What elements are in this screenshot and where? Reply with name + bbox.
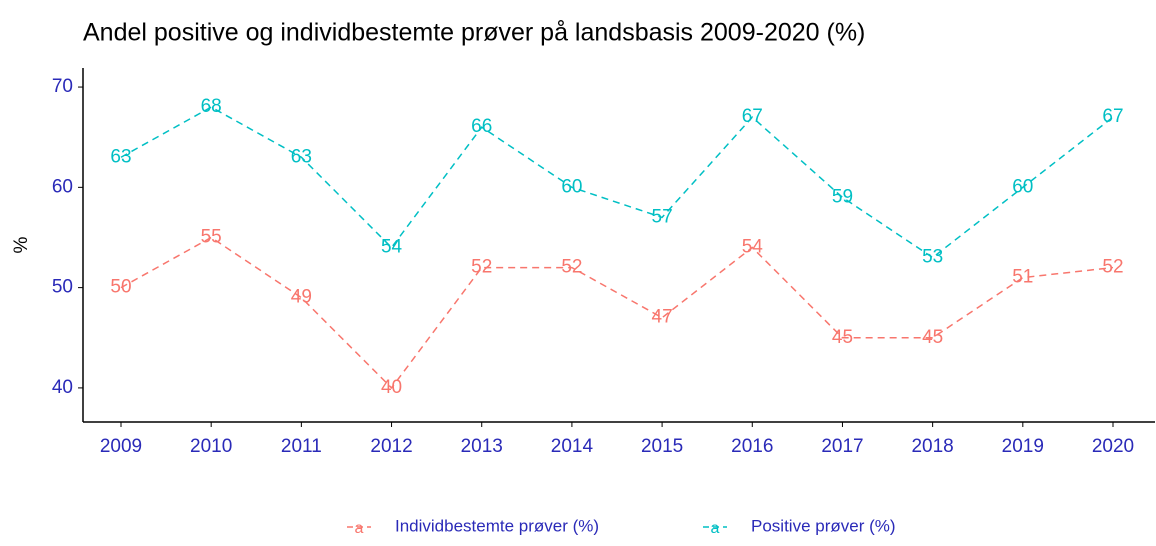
data-label: 54 — [381, 237, 403, 258]
series-line — [120, 106, 1114, 259]
data-label: 47 — [652, 307, 673, 328]
chart-title: Andel positive og individbestemte prøver… — [83, 19, 865, 47]
data-label: 68 — [201, 96, 222, 117]
legend: a Individbestemte prøver (%) a Positive prø… — [347, 516, 896, 537]
y-axis-label: % — [11, 236, 32, 253]
data-label: 57 — [652, 206, 673, 227]
x-tick-label: 2017 — [821, 436, 863, 457]
data-label: 53 — [922, 247, 943, 268]
data-label: 45 — [922, 327, 943, 348]
data-label: 54 — [742, 237, 764, 258]
x-tick-label: 2010 — [190, 436, 232, 457]
data-label: 67 — [742, 106, 763, 127]
data-label: 52 — [561, 257, 582, 278]
data-label: 67 — [1102, 106, 1123, 127]
x-tick-label: 2011 — [281, 436, 322, 457]
data-label: 66 — [471, 116, 492, 137]
x-tick-label: 2018 — [911, 436, 953, 457]
x-tick-label: 2019 — [1002, 436, 1044, 457]
data-label: 59 — [832, 186, 853, 207]
y-tick-label: 40 — [52, 377, 73, 398]
data-label: 63 — [291, 146, 312, 167]
y-tick-label: 60 — [52, 176, 73, 197]
data-label: 50 — [110, 277, 131, 298]
x-tick-label: 2020 — [1092, 436, 1134, 457]
y-tick-label: 50 — [52, 277, 73, 298]
data-label: 55 — [201, 226, 222, 247]
data-label: 51 — [1012, 267, 1033, 288]
legend-label: Positive prøver (%) — [751, 516, 896, 535]
data-label: 52 — [471, 257, 492, 278]
x-tick-label: 2009 — [100, 436, 142, 457]
x-tick-label: 2013 — [461, 436, 503, 457]
x-tick-label: 2012 — [370, 436, 412, 457]
x-tick-label: 2014 — [551, 436, 594, 457]
data-label: 49 — [291, 287, 312, 308]
data-label: 60 — [1012, 176, 1033, 197]
data-label: 40 — [381, 377, 402, 398]
x-tick-label: 2016 — [731, 436, 773, 457]
y-tick-label: 70 — [52, 76, 73, 97]
data-label: 60 — [561, 176, 582, 197]
legend-key-glyph: a — [711, 520, 720, 537]
series-line — [120, 236, 1114, 390]
data-label: 45 — [832, 327, 853, 348]
x-tick-label: 2015 — [641, 436, 683, 457]
data-label: 63 — [110, 146, 131, 167]
legend-key-glyph: a — [355, 520, 364, 537]
legend-label: Individbestemte prøver (%) — [395, 516, 599, 535]
data-label: 52 — [1102, 257, 1123, 278]
